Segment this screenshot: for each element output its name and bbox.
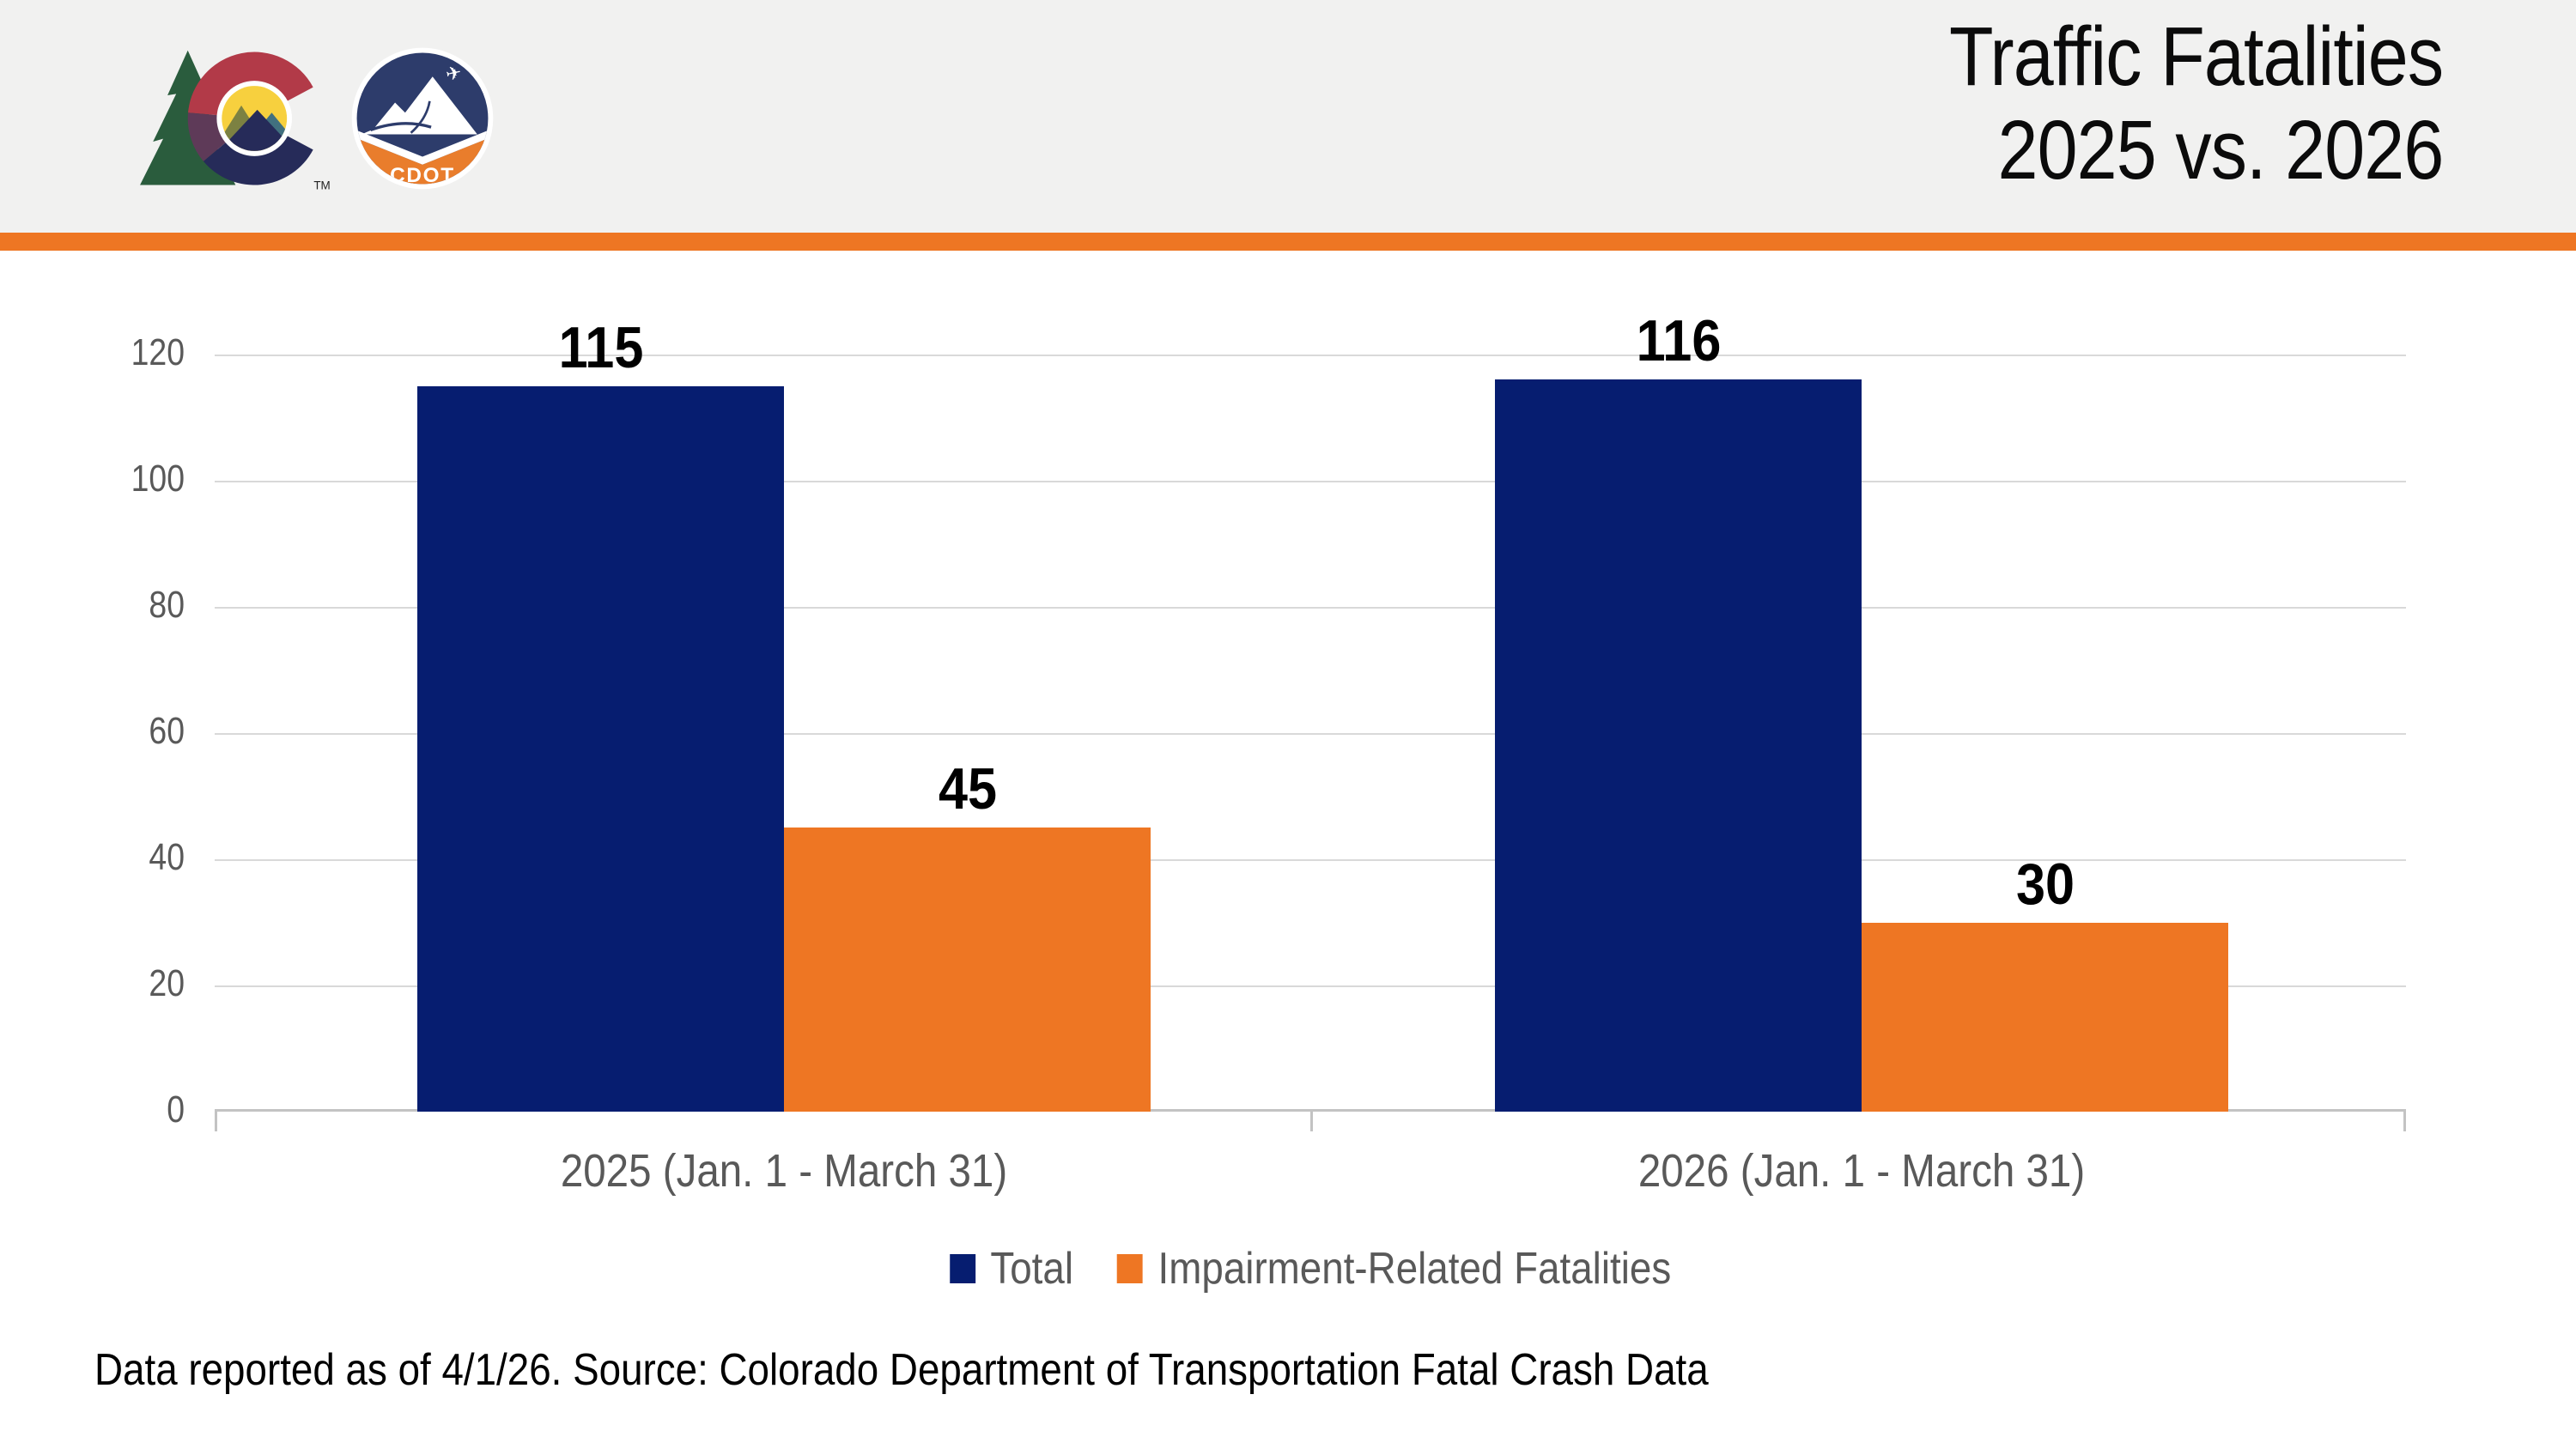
bar-total-2025 (417, 385, 784, 1112)
cdot-logo-label: CDOT (390, 164, 455, 187)
legend-label: Impairment-Related Fatalities (1157, 1244, 1672, 1294)
gridline (215, 607, 2406, 609)
logo-group: TM ✈ CDOT (136, 45, 495, 192)
gridline (215, 985, 2406, 987)
bar-impairment-related-fatalities-2026 (1862, 922, 2228, 1112)
gridline (215, 859, 2406, 861)
plot-area (215, 355, 2406, 1131)
title-line-2: 2025 vs. 2026 (1997, 102, 2444, 197)
x-axis-category-label: 2026 (Jan. 1 - March 31) (1637, 1145, 2086, 1197)
y-axis-tick-label: 100 (131, 458, 185, 500)
source-note-text: Data reported as of 4/1/26. Source: Colo… (94, 1345, 1709, 1395)
source-note: Data reported as of 4/1/26. Source: Colo… (94, 1344, 1929, 1396)
legend-label: Total (990, 1244, 1073, 1294)
cdot-logo: ✈ CDOT (351, 47, 494, 190)
trademark-text: TM (313, 179, 330, 191)
gridline (215, 733, 2406, 735)
legend-swatch-icon (949, 1254, 975, 1283)
gridline (215, 1109, 2406, 1112)
colorado-c-icon (187, 52, 313, 185)
airplane-icon: ✈ (444, 61, 464, 85)
page-title: Traffic Fatalities 2025 vs. 2026 (1875, 9, 2444, 197)
x-axis-tickmark (1310, 1111, 1313, 1131)
y-axis-tick-label: 0 (167, 1088, 185, 1131)
legend-swatch-icon (1117, 1254, 1143, 1283)
gridline (215, 481, 2406, 482)
x-axis-tickmark (2403, 1111, 2406, 1131)
gridline (215, 355, 2406, 356)
y-axis-tick-label: 80 (149, 584, 185, 626)
legend-item: Impairment-Related Fatalities (1117, 1243, 1671, 1294)
y-axis-tick-label: 20 (149, 962, 185, 1004)
colorado-logo: TM (140, 50, 331, 191)
bar-total-2026 (1495, 379, 1862, 1112)
road-icon (369, 122, 432, 132)
legend-item: Total (949, 1243, 1073, 1294)
mountain-icon (368, 76, 477, 135)
header: TM ✈ CDOT Traffic Fat (0, 0, 2576, 233)
chart-legend: Total Impairment-Related Fatalities (346, 1243, 2275, 1294)
x-axis-tickmark (215, 1111, 217, 1131)
header-divider (0, 233, 2576, 251)
title-line-1: Traffic Fatalities (1948, 9, 2444, 103)
x-axis-category-label: 2025 (Jan. 1 - March 31) (560, 1145, 1008, 1197)
y-axis-tick-label: 40 (149, 836, 185, 878)
y-axis-tick-label: 60 (149, 710, 185, 752)
y-axis-tick-label: 120 (131, 331, 185, 373)
bar-impairment-related-fatalities-2025 (784, 828, 1151, 1112)
